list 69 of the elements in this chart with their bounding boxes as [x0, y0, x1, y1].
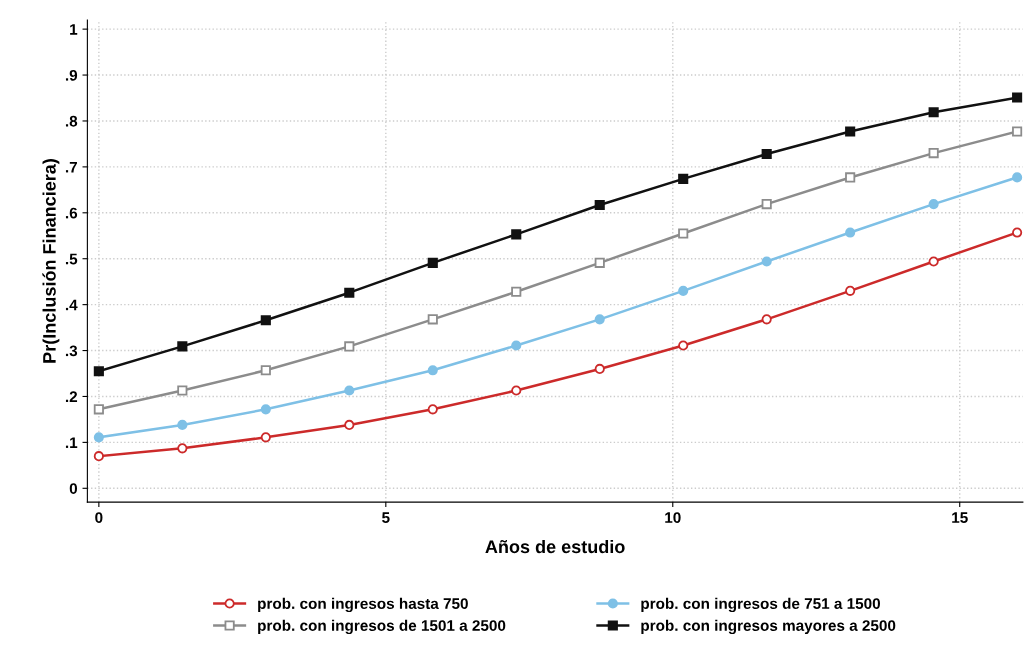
point	[928, 199, 939, 210]
point	[594, 314, 605, 325]
point	[177, 385, 188, 396]
point	[761, 314, 772, 325]
point	[761, 256, 772, 267]
point	[761, 199, 772, 210]
point	[678, 285, 689, 296]
point	[594, 363, 605, 374]
point	[1012, 92, 1023, 103]
legend-label: prob. con ingresos de 1501 a 2500	[258, 619, 506, 635]
point	[678, 228, 689, 239]
point	[260, 404, 271, 415]
point	[427, 257, 438, 268]
point	[427, 314, 438, 325]
legend-label: prob. con ingresos de 751 a 1500	[641, 597, 881, 613]
x-axis-title: Años de estudio	[485, 539, 625, 554]
y-axis-title: Pr(Inclusión Financiera)	[42, 159, 60, 363]
point	[678, 340, 689, 351]
y-tick-label: .9	[65, 69, 78, 81]
point	[260, 315, 271, 326]
point	[845, 126, 856, 137]
point	[928, 148, 939, 159]
point	[845, 227, 856, 238]
point	[177, 419, 188, 431]
y-tick-label: .2	[65, 391, 78, 402]
x-tick-label: 0	[95, 512, 103, 524]
point	[845, 285, 856, 296]
point	[511, 286, 522, 297]
y-tick-label: 1	[70, 24, 78, 35]
x-tick-label: 15	[952, 512, 968, 524]
point	[594, 257, 605, 268]
point	[427, 404, 438, 415]
point	[761, 148, 772, 160]
legend-label: prob. con ingresos hasta 750	[258, 597, 468, 613]
y-tick-label: .1	[65, 437, 78, 448]
point	[1012, 172, 1023, 183]
point	[177, 443, 188, 454]
point	[1012, 227, 1023, 238]
point	[344, 341, 355, 352]
point	[93, 451, 104, 462]
point	[511, 229, 522, 240]
y-tick-label: .3	[65, 345, 78, 357]
point	[260, 365, 271, 376]
point	[678, 173, 689, 184]
y-tick-label: .6	[65, 207, 78, 219]
point	[344, 287, 355, 298]
point	[511, 340, 522, 351]
y-tick-label: .5	[65, 253, 78, 265]
y-tick-label: .4	[65, 299, 78, 311]
point	[427, 365, 438, 376]
point	[845, 172, 856, 183]
point	[594, 199, 605, 211]
point	[928, 107, 939, 118]
x-tick-label: 10	[665, 512, 681, 524]
y-tick-label: 0	[69, 483, 78, 494]
point	[344, 385, 355, 396]
x-tick-label: 5	[382, 512, 390, 524]
y-tick-label: .8	[65, 115, 78, 127]
point	[1012, 126, 1023, 137]
point	[928, 256, 939, 267]
point	[93, 366, 104, 377]
y-tick-label: .7	[65, 161, 77, 173]
point	[177, 341, 188, 352]
point	[344, 419, 355, 431]
legend-label: prob. con ingresos mayores a 2500	[641, 619, 896, 635]
point	[93, 432, 104, 443]
point	[511, 385, 522, 396]
point	[260, 432, 271, 443]
point	[93, 404, 104, 415]
